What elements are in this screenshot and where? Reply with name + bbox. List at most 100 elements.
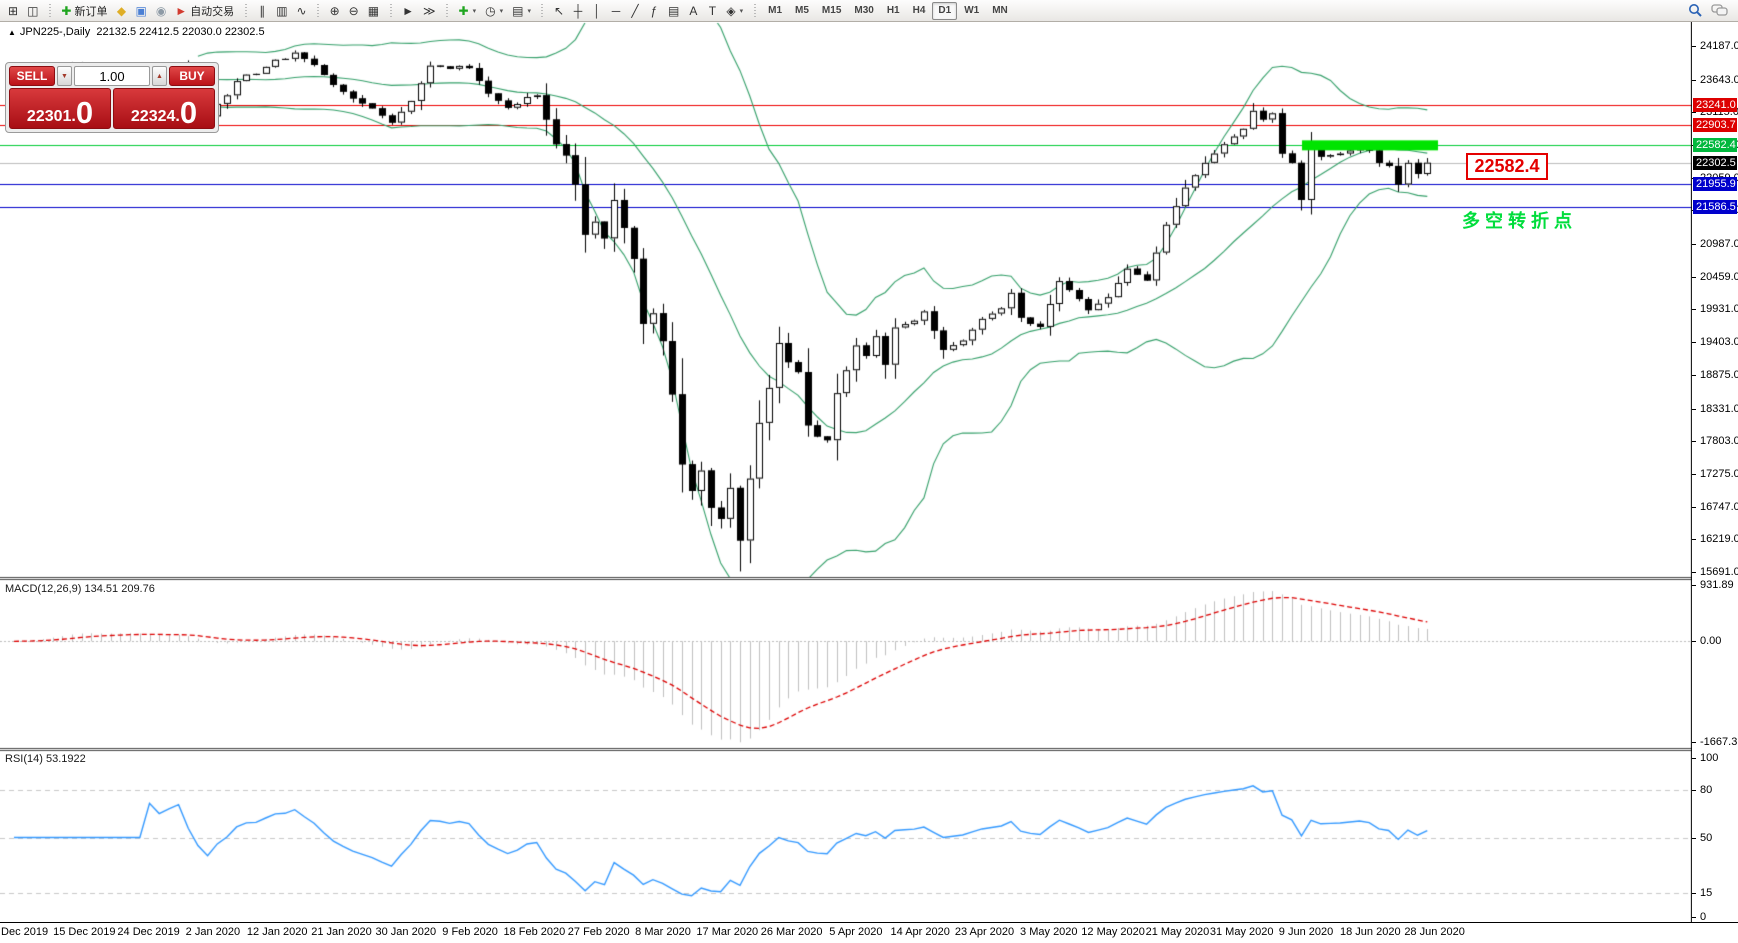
zoom-in-button[interactable]: ⊕ <box>326 2 344 20</box>
rsi-indicator-label: RSI(14) 53.1922 <box>5 753 86 765</box>
toolbar-group: ✚ ▾ ◷ ▾ ▤ ▾ <box>455 2 535 20</box>
buy-price-big-digit: 0 <box>179 95 198 131</box>
vertical-line-icon: │ <box>593 3 601 18</box>
new-order-button[interactable]: ✚ 新订单 <box>57 2 111 20</box>
tile-windows-button[interactable]: ▦ <box>364 2 383 20</box>
price-axis[interactable]: 24187.023643.023115.022587.022059.021531… <box>1692 22 1738 923</box>
periods-dropdown-icon[interactable]: ▾ <box>499 7 504 15</box>
timeframe-mn-button[interactable]: MN <box>986 2 1014 20</box>
signals-button[interactable]: ◉ <box>152 2 170 20</box>
new-chart-button[interactable]: ⊞ <box>4 2 22 20</box>
symbol-period-label: JPN225-,Daily <box>19 26 91 38</box>
toolbar-separator <box>387 2 395 19</box>
price-level-badge: 22582.4 <box>1693 138 1737 153</box>
shapes-button[interactable]: ◈ ▾ <box>722 2 747 20</box>
bar-chart-button[interactable]: ∥ <box>253 2 271 20</box>
vertical-line-button[interactable]: │ <box>588 2 606 20</box>
toolbar-group: ✚ 新订单 ◆ ▣ ◉ ► 自动交易 <box>57 2 238 20</box>
crosshair-button[interactable]: ┼ <box>569 2 587 20</box>
tile-windows-icon: ▦ <box>367 3 380 18</box>
signals-icon: ◉ <box>155 3 167 18</box>
trendline-icon: ╱ <box>631 3 639 18</box>
horizontal-line-button[interactable]: ─ <box>607 2 625 20</box>
volume-increase-button[interactable]: ▲ <box>152 66 167 86</box>
sell-price-big-digit: 0 <box>75 95 94 131</box>
timeframe-m1-button[interactable]: M1 <box>762 2 788 20</box>
expert-box-button[interactable]: ◆ <box>112 2 130 20</box>
price-tick: 20987.0 <box>1692 238 1738 250</box>
profiles-button[interactable]: ◫ <box>23 2 42 20</box>
sell-price-dot: . <box>71 108 76 126</box>
volume-input[interactable] <box>74 66 150 86</box>
timeframe-h4-button[interactable]: H4 <box>907 2 932 20</box>
buy-price-display[interactable]: 22324. 0 <box>113 88 215 129</box>
toolbar-separator <box>751 2 759 19</box>
text-label-button[interactable]: T <box>703 2 721 20</box>
toolbar-separator <box>314 2 322 19</box>
date-tick: 8 Mar 2020 <box>635 926 691 938</box>
price-tick: 19403.0 <box>1692 336 1738 348</box>
price-tick: 18875.0 <box>1692 369 1738 381</box>
price-text-annotation[interactable]: 22582.4 <box>1466 153 1548 180</box>
sell-button[interactable]: SELL <box>9 66 55 86</box>
price-chart-canvas[interactable] <box>0 22 1692 922</box>
text-icon: A <box>689 3 698 18</box>
autotrading-icon: ► <box>175 3 188 18</box>
date-tick: 21 May 2020 <box>1145 926 1210 938</box>
chat-icon[interactable] <box>1711 3 1728 18</box>
fibonacci-button[interactable]: ƒ <box>645 2 663 20</box>
text-label-icon: T <box>708 3 717 18</box>
date-tick: 5 Dec 2019 <box>0 926 49 938</box>
toolbar-separator <box>46 2 54 19</box>
new-order-label: 新订单 <box>74 5 108 18</box>
indicators-dropdown-icon[interactable]: ▾ <box>472 7 477 15</box>
toolbar-group: ∥ ▥ ∿ <box>253 2 310 20</box>
volume-decrease-button[interactable]: ▼ <box>57 66 72 86</box>
auto-scroll-icon: ► <box>402 3 414 18</box>
price-tick: 23643.0 <box>1692 74 1738 86</box>
timeframe-m5-button[interactable]: M5 <box>789 2 815 20</box>
turning-point-note[interactable]: 多空转折点 <box>1462 211 1577 231</box>
periods-icon: ◷ <box>485 3 496 18</box>
date-tick: 14 Apr 2020 <box>890 926 950 938</box>
templates-dropdown-icon[interactable]: ▾ <box>527 7 531 15</box>
periods-button[interactable]: ◷ ▾ <box>481 2 507 20</box>
zoom-out-button[interactable]: ⊖ <box>345 2 363 20</box>
timeframe-m15-button[interactable]: M15 <box>816 2 847 20</box>
toolbar-separator <box>242 2 250 19</box>
sell-price-display[interactable]: 22301. 0 <box>9 88 111 129</box>
timeframe-h1-button[interactable]: H1 <box>881 2 906 20</box>
auto-scroll-button[interactable]: ► <box>398 2 418 20</box>
collapse-marker-icon[interactable]: ▲ <box>8 28 16 37</box>
shapes-dropdown-icon[interactable]: ▾ <box>739 7 744 15</box>
fibo-grid-button[interactable]: ▤ <box>664 2 683 20</box>
toolbar-right <box>1688 3 1734 18</box>
cursor-button[interactable]: ↖ <box>550 2 568 20</box>
date-tick: 12 Jan 2020 <box>246 926 308 938</box>
price-level-badge: 23241.0 <box>1693 97 1737 112</box>
line-chart-button[interactable]: ∿ <box>293 2 311 20</box>
buy-price-main: 22324 <box>130 108 176 126</box>
shapes-icon: ◈ <box>726 3 736 18</box>
templates-icon: ▤ <box>512 3 524 18</box>
date-tick: 26 Mar 2020 <box>760 926 823 938</box>
macd-tick: -1667.31 <box>1692 736 1738 748</box>
zoom-out-icon: ⊖ <box>348 3 359 18</box>
trendline-button[interactable]: ╱ <box>626 2 644 20</box>
price-tick: 24187.0 <box>1692 40 1738 52</box>
metaeditor-button[interactable]: ▣ <box>131 2 150 20</box>
indicators-button[interactable]: ✚ ▾ <box>455 2 481 20</box>
date-tick: 9 Jun 2020 <box>1278 926 1334 938</box>
timeframe-d1-button[interactable]: D1 <box>932 1 958 20</box>
search-icon[interactable] <box>1688 3 1703 18</box>
templates-button[interactable]: ▤ ▾ <box>508 2 535 20</box>
candlestick-chart-button[interactable]: ▥ <box>272 2 291 20</box>
timeframe-w1-button[interactable]: W1 <box>958 2 985 20</box>
chart-shift-button[interactable]: ≫ <box>419 2 440 20</box>
buy-button[interactable]: BUY <box>169 66 215 86</box>
date-tick: 27 Feb 2020 <box>567 926 630 938</box>
autotrading-button[interactable]: ► 自动交易 <box>171 2 238 20</box>
timeframe-m30-button[interactable]: M30 <box>848 2 879 20</box>
text-button[interactable]: A <box>684 2 702 20</box>
